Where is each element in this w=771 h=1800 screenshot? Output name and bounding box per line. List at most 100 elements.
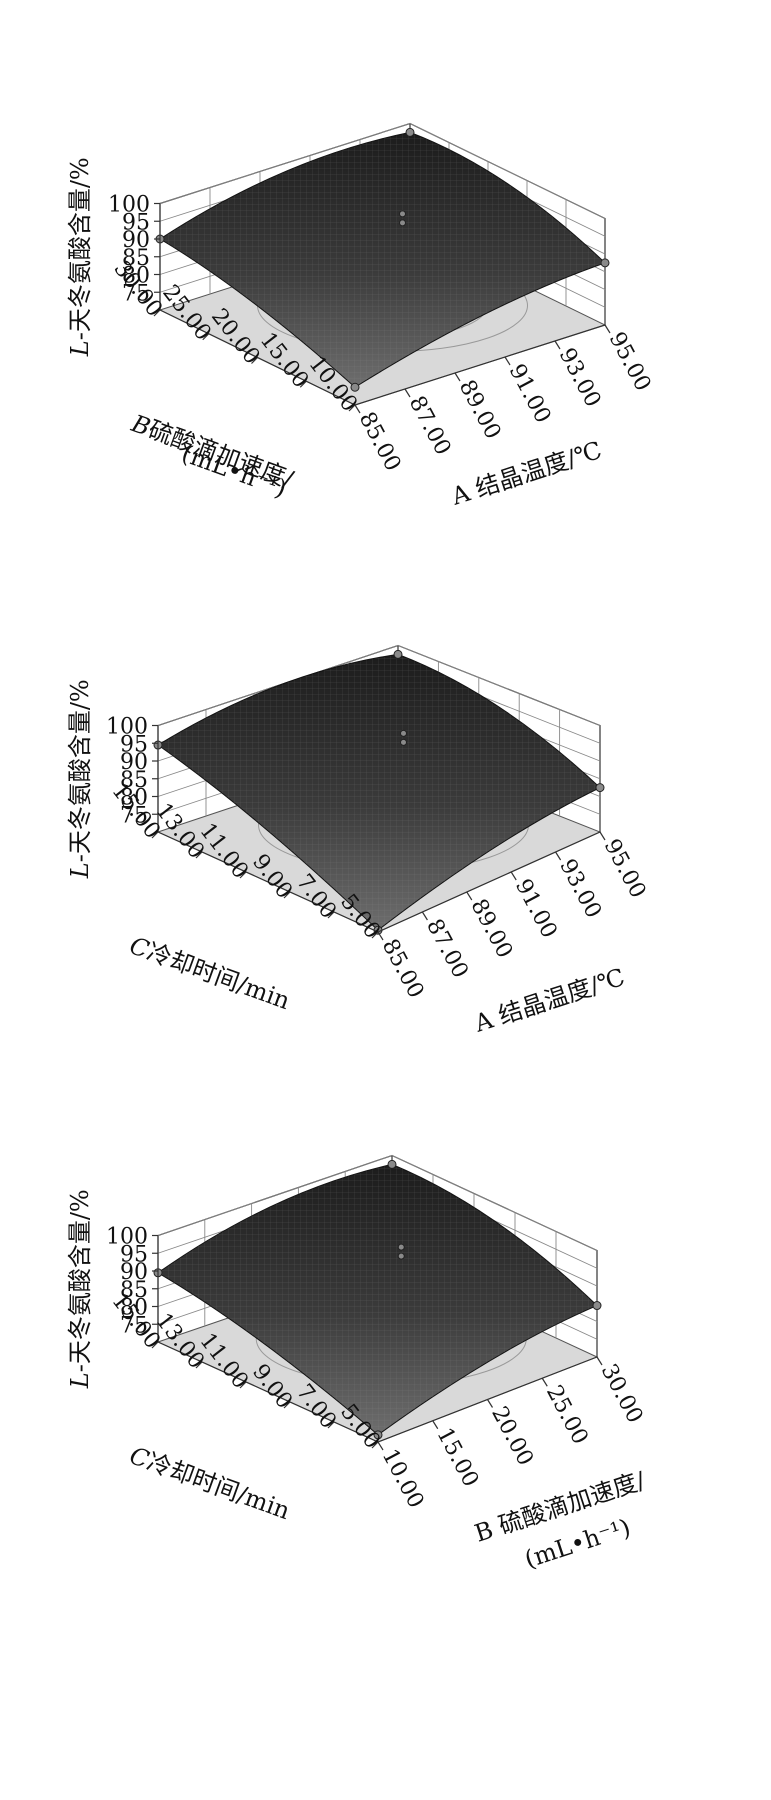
- x-tick-mark: [421, 911, 428, 921]
- z-tick-label: 100: [106, 1225, 148, 1250]
- y-axis-name: 冷却时间/min: [143, 1448, 294, 1526]
- z-tick-label: 85: [120, 1278, 148, 1303]
- x-tick-mark: [596, 1356, 603, 1366]
- z-axis-title-italic: L: [66, 862, 94, 879]
- z-tick-label: 90: [122, 228, 150, 253]
- x-tick-label: 89.00: [466, 895, 518, 962]
- y-tick-mark: [371, 1441, 379, 1449]
- y-tick-mark: [327, 911, 335, 919]
- z-tick-label: 100: [106, 715, 148, 740]
- z-axis-title-rest: -天冬氨酸含量/%: [66, 157, 94, 340]
- y-tick-mark: [239, 871, 247, 879]
- y-tick-mark: [327, 1421, 335, 1429]
- x-tick-label: 30.00: [596, 1360, 648, 1427]
- z-tick-label: 90: [120, 1260, 148, 1285]
- x-tick-label: 95.00: [599, 835, 651, 902]
- x-tick-mark: [432, 1420, 439, 1430]
- design-point-center: [397, 1252, 405, 1260]
- z-gridline: [159, 123, 606, 219]
- x-tick-mark: [599, 831, 606, 841]
- z-tick-label: 85: [120, 768, 148, 793]
- x-tick-label: 93.00: [554, 344, 606, 411]
- z-axis-title-italic: L: [66, 340, 94, 357]
- x-tick-label: 91.00: [504, 360, 556, 427]
- x-tick-mark: [554, 340, 561, 350]
- y-tick-mark: [195, 851, 203, 859]
- y-tick-mark: [299, 380, 307, 388]
- y-tick-mark: [283, 891, 291, 899]
- x-axis-title: A 结晶温度/℃: [470, 963, 628, 1038]
- z-tick-label: 90: [120, 750, 148, 775]
- x-axis-line: [354, 324, 606, 406]
- surface-mesh: [158, 1164, 597, 1435]
- x-tick-label: 10.00: [377, 1445, 429, 1512]
- x-tick-mark: [377, 931, 384, 941]
- z-tick-label: 100: [108, 193, 150, 218]
- x-tick-label: 91.00: [510, 875, 562, 942]
- x-tick-mark: [504, 356, 511, 366]
- z-tick-label: 85: [122, 246, 150, 271]
- x-axis-name: 结晶温度/℃: [495, 963, 628, 1030]
- design-point-near: [373, 1430, 383, 1440]
- x-tick-mark: [377, 1441, 384, 1451]
- x-tick-label: 87.00: [421, 915, 473, 982]
- x-axis-title: A 结晶温度/℃: [447, 436, 605, 511]
- y-tick-mark: [151, 831, 159, 839]
- x-tick-label: 85.00: [377, 935, 429, 1002]
- z-gridline: [157, 645, 601, 726]
- z-gridline: [157, 1155, 598, 1251]
- y-axis-line: [157, 1341, 379, 1443]
- x-axis-line: [377, 831, 601, 933]
- y-axis-line: [157, 831, 379, 933]
- surface-mesh: [160, 132, 605, 388]
- x-tick-label: 87.00: [404, 392, 456, 459]
- x-tick-mark: [510, 871, 517, 881]
- x-tick-mark: [486, 1399, 494, 1408]
- z-axis-title-rest: -天冬氨酸含量/%: [66, 1189, 94, 1372]
- surface-mesh: [158, 654, 600, 931]
- x-tick-label: 93.00: [554, 855, 606, 922]
- z-tick-label: 75: [120, 1313, 148, 1338]
- y-tick-mark: [239, 1381, 247, 1389]
- z-axis-title: L-天冬氨酸含量/%: [66, 157, 94, 357]
- y-tick-mark: [283, 1401, 291, 1409]
- z-tick-label: 80: [120, 786, 148, 811]
- x-tick-label: 89.00: [454, 376, 506, 443]
- y-tick-mark: [348, 404, 356, 412]
- y-tick-mark: [151, 1341, 159, 1349]
- x-tick-mark: [555, 851, 562, 861]
- y-axis-name: 冷却时间/min: [143, 938, 294, 1016]
- design-point-center: [399, 210, 406, 218]
- design-point-back: [405, 127, 415, 137]
- x-tick-mark: [454, 372, 461, 382]
- x-tick-label: 15.00: [431, 1424, 483, 1491]
- z-tick-label: 80: [122, 264, 150, 289]
- z-tick-label: 95: [120, 1242, 148, 1267]
- design-point-back: [393, 649, 403, 659]
- x-tick-mark: [466, 891, 473, 901]
- y-tick-mark: [195, 1361, 203, 1369]
- z-tick-label: 75: [120, 803, 148, 828]
- design-point-center: [399, 219, 406, 227]
- y-axis-title: C冷却时间/min: [126, 1441, 294, 1525]
- x-tick-mark: [541, 1377, 548, 1387]
- design-point-x-far: [600, 258, 610, 268]
- x-tick-label: 20.00: [486, 1403, 538, 1470]
- x-tick-label: 85.00: [354, 408, 406, 475]
- x-tick-label: 95.00: [604, 328, 656, 395]
- design-point-x-far: [595, 783, 605, 793]
- z-axis-title: L-天冬氨酸含量/%: [66, 1189, 94, 1389]
- x-axis-name: 结晶温度/℃: [472, 436, 605, 503]
- design-point-x-far: [592, 1301, 602, 1311]
- z-tick-label: 80: [120, 1296, 148, 1321]
- x-tick-mark: [604, 324, 611, 334]
- x-tick-label: 25.00: [541, 1381, 593, 1448]
- x-tick-mark: [354, 404, 361, 414]
- design-point-center: [397, 1243, 405, 1251]
- z-axis-title: L-天冬氨酸含量/%: [66, 679, 94, 879]
- design-point-center: [400, 738, 407, 746]
